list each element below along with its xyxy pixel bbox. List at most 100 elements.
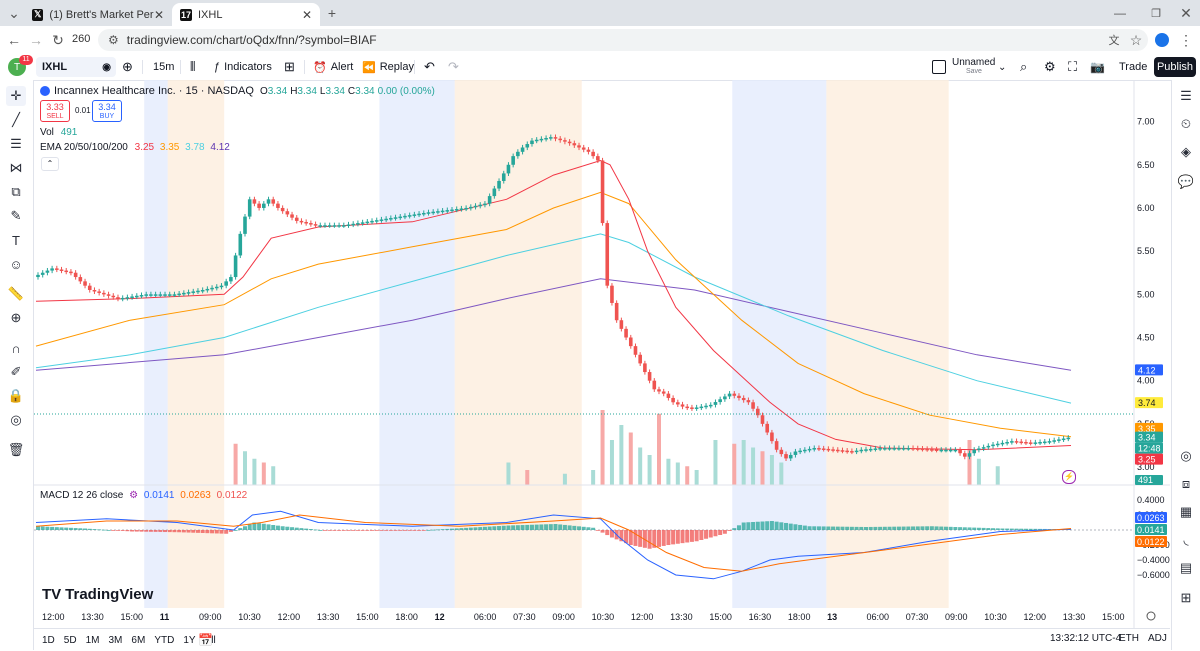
redo-icon[interactable]: ↷ xyxy=(448,59,459,74)
buy-button[interactable]: 3.34 BUY xyxy=(92,100,122,122)
watch-eye-icon[interactable]: ◉ xyxy=(102,61,111,73)
candle-body xyxy=(892,448,897,450)
restore-icon[interactable]: ❐ xyxy=(1151,7,1161,20)
candle-body xyxy=(713,402,718,405)
help-icon[interactable]: ⊞ xyxy=(1180,590,1192,605)
indicators-button[interactable]: ƒ Indicators xyxy=(214,54,272,80)
chat-icon[interactable]: 💬 xyxy=(1177,174,1195,189)
macd-histogram-bar xyxy=(915,526,920,530)
minimize-icon[interactable]: — xyxy=(1114,6,1126,20)
trendline-icon[interactable]: ╱ xyxy=(12,112,20,127)
ema100-value: 3.78 xyxy=(185,142,205,153)
symbol-search[interactable]: IXHL ◉ xyxy=(36,57,116,77)
range-button-1y[interactable]: 1Y xyxy=(183,634,196,646)
fib-retracement-icon[interactable]: ☰ xyxy=(10,136,22,151)
candle-body xyxy=(619,320,624,329)
zoom-in-icon[interactable]: ⊕ xyxy=(10,310,22,325)
quick-search-icon[interactable]: ⌕ xyxy=(1020,59,1028,74)
trash-icon[interactable]: 🗑 xyxy=(7,442,25,457)
snapshot-camera-icon[interactable]: 📷 xyxy=(1090,60,1105,74)
pattern-icon[interactable]: ⋈ xyxy=(9,160,23,175)
interval-button[interactable]: 15m xyxy=(153,61,175,73)
divider xyxy=(414,60,415,74)
compare-add-icon[interactable]: ⊕ xyxy=(122,59,133,74)
alert-button[interactable]: ⏰ Alert xyxy=(313,54,353,80)
candle-body xyxy=(73,272,78,278)
close-tab-icon[interactable]: ✕ xyxy=(301,7,312,22)
lock-icon[interactable]: 🔒 xyxy=(7,388,25,403)
browser-menu-icon[interactable]: ⋮ xyxy=(1179,31,1193,48)
settings-gear-icon[interactable]: ⚙ xyxy=(1044,59,1056,74)
emoji-icon[interactable]: ☺ xyxy=(9,256,23,272)
axis-settings-icon[interactable] xyxy=(1146,611,1156,621)
url-bar[interactable]: ⚙ tradingview.com/chart/oQdx/fnn/?symbol… xyxy=(98,29,1148,51)
layers-icon[interactable]: ◈ xyxy=(1181,144,1191,159)
notifications-icon[interactable]: ▤ xyxy=(1179,560,1193,575)
reload-icon[interactable]: ↻ xyxy=(52,31,64,48)
sell-button[interactable]: 3.33 SELL xyxy=(40,100,70,122)
layout-name[interactable]: Unnamed xyxy=(952,57,996,68)
hide-drawings-eye-icon[interactable]: ◎ xyxy=(10,412,22,427)
back-icon[interactable]: ← xyxy=(7,32,21,48)
translate-icon[interactable]: 文 xyxy=(1108,35,1120,47)
trade-button[interactable]: Trade xyxy=(1119,61,1148,73)
crosshair-icon[interactable]: ✛ xyxy=(6,86,26,106)
forecast-icon[interactable]: ⧉ xyxy=(11,184,21,199)
site-info-icon[interactable]: ⚙ xyxy=(108,33,119,47)
magnet-icon[interactable]: ∩ xyxy=(11,340,21,356)
range-button-1d[interactable]: 1D xyxy=(42,634,55,646)
select-checkbox-icon[interactable] xyxy=(932,60,946,74)
chart-type-icon[interactable]: ⫴ xyxy=(190,59,196,74)
chart-canvas[interactable]: 7.006.506.005.505.004.504.003.503.004.12… xyxy=(34,80,1170,628)
range-button-6m[interactable]: 6M xyxy=(131,634,146,646)
volume-bar xyxy=(506,462,511,485)
candle-body xyxy=(967,453,972,457)
candle-body xyxy=(972,449,977,454)
collapse-legend-chevron-up-icon[interactable]: ⌃ xyxy=(41,157,59,171)
range-button-3m[interactable]: 3M xyxy=(108,634,123,646)
adj-toggle[interactable]: ADJ xyxy=(1148,633,1167,644)
window-close-icon[interactable]: ✕ xyxy=(1180,4,1192,21)
range-button-5d[interactable]: 5D xyxy=(63,634,77,646)
ohlc-c-label: C xyxy=(347,85,356,97)
chart-icon[interactable]: ⧈ xyxy=(1181,476,1191,491)
close-tab-icon[interactable]: ✕ xyxy=(153,7,164,22)
browser-tab-ixhl[interactable]: 17 IXHL ✕ xyxy=(172,3,320,26)
tab-title: IXHL xyxy=(198,8,223,21)
replay-button[interactable]: ⏪ Replay xyxy=(362,54,414,80)
broadcast-icon[interactable]: ◟ xyxy=(1183,532,1189,547)
candle-body xyxy=(233,255,238,278)
watchlist-icon[interactable]: ☰ xyxy=(1180,88,1192,103)
new-tab-icon[interactable]: + xyxy=(327,5,337,21)
macd-histogram-bar xyxy=(765,521,770,530)
forward-icon[interactable]: → xyxy=(29,32,43,48)
range-button-ytd[interactable]: YTD xyxy=(154,634,175,646)
candle-body xyxy=(666,393,671,398)
clock[interactable]: 13:32:12 UTC-4 xyxy=(1050,633,1122,644)
candle-body xyxy=(883,448,887,450)
bookmark-star-icon[interactable]: ☆ xyxy=(1129,31,1143,48)
layouts-grid-icon[interactable]: ⊞ xyxy=(284,59,295,74)
alerts-clock-icon[interactable]: ⏲ xyxy=(1180,116,1192,131)
range-button-1m[interactable]: 1M xyxy=(85,634,100,646)
lock-drawings-icon[interactable]: ✐ xyxy=(10,364,22,379)
date-range-calendar-icon[interactable]: 📅 xyxy=(198,633,213,647)
tab-search-icon[interactable]: ⌄ xyxy=(8,4,20,21)
profile-icon[interactable] xyxy=(1152,30,1172,50)
volume-bar xyxy=(760,451,765,485)
lightning-icon[interactable]: ⚡ xyxy=(1062,470,1076,484)
undo-icon[interactable]: ↶ xyxy=(424,59,435,74)
layout-chevron-down-icon[interactable]: ⌄ xyxy=(998,61,1007,73)
browser-tab-brett[interactable]: 𝕏 (1) Brett's Market Perspective (@ ✕ xyxy=(24,3,172,26)
target-icon[interactable]: ◎ xyxy=(1180,448,1192,463)
macd-histogram-bar xyxy=(224,530,229,534)
range-button-all[interactable]: All xyxy=(204,634,216,646)
fullscreen-icon[interactable]: ⛶ xyxy=(1068,59,1078,74)
session-toggle[interactable]: ETH xyxy=(1119,633,1139,644)
publish-button[interactable]: Publish xyxy=(1154,57,1196,77)
price-tag-label: 4.12 xyxy=(1138,365,1156,375)
ruler-icon[interactable]: 📏 xyxy=(7,286,25,301)
calendar-icon[interactable]: ▦ xyxy=(1179,504,1193,519)
text-tool-icon[interactable]: T xyxy=(12,232,20,248)
brush-icon[interactable]: ✎ xyxy=(10,208,22,223)
